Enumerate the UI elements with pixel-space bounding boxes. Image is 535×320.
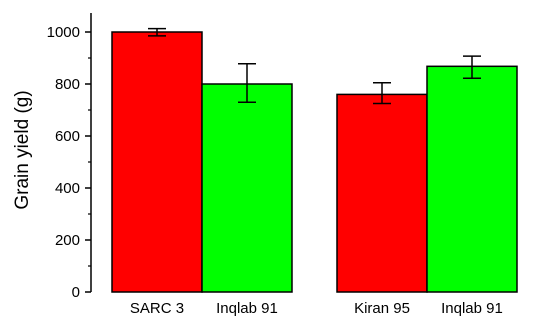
bar <box>426 65 518 293</box>
error-bars <box>148 27 481 105</box>
category-label: Kiran 95 <box>354 300 410 317</box>
bars <box>111 31 518 293</box>
axes: 0 200 400 600 800 1000 <box>47 13 92 301</box>
bar <box>111 31 203 293</box>
y-tick-label: 600 <box>55 128 80 145</box>
bar <box>336 93 428 293</box>
category-labels: SARC 3 Inqlab 91 Kiran 95 Inqlab 91 <box>130 300 503 317</box>
category-label: SARC 3 <box>130 300 184 317</box>
bar <box>201 83 293 293</box>
y-tick-label: 800 <box>55 76 80 93</box>
y-tick-label: 200 <box>55 232 80 249</box>
y-tick-label: 1000 <box>47 24 80 41</box>
y-tick-label: 0 <box>72 284 80 301</box>
category-label: Inqlab 91 <box>441 300 503 317</box>
category-label: Inqlab 91 <box>216 300 278 317</box>
y-axis-title: Grain yield (g) <box>12 90 33 209</box>
y-tick-label: 400 <box>55 180 80 197</box>
